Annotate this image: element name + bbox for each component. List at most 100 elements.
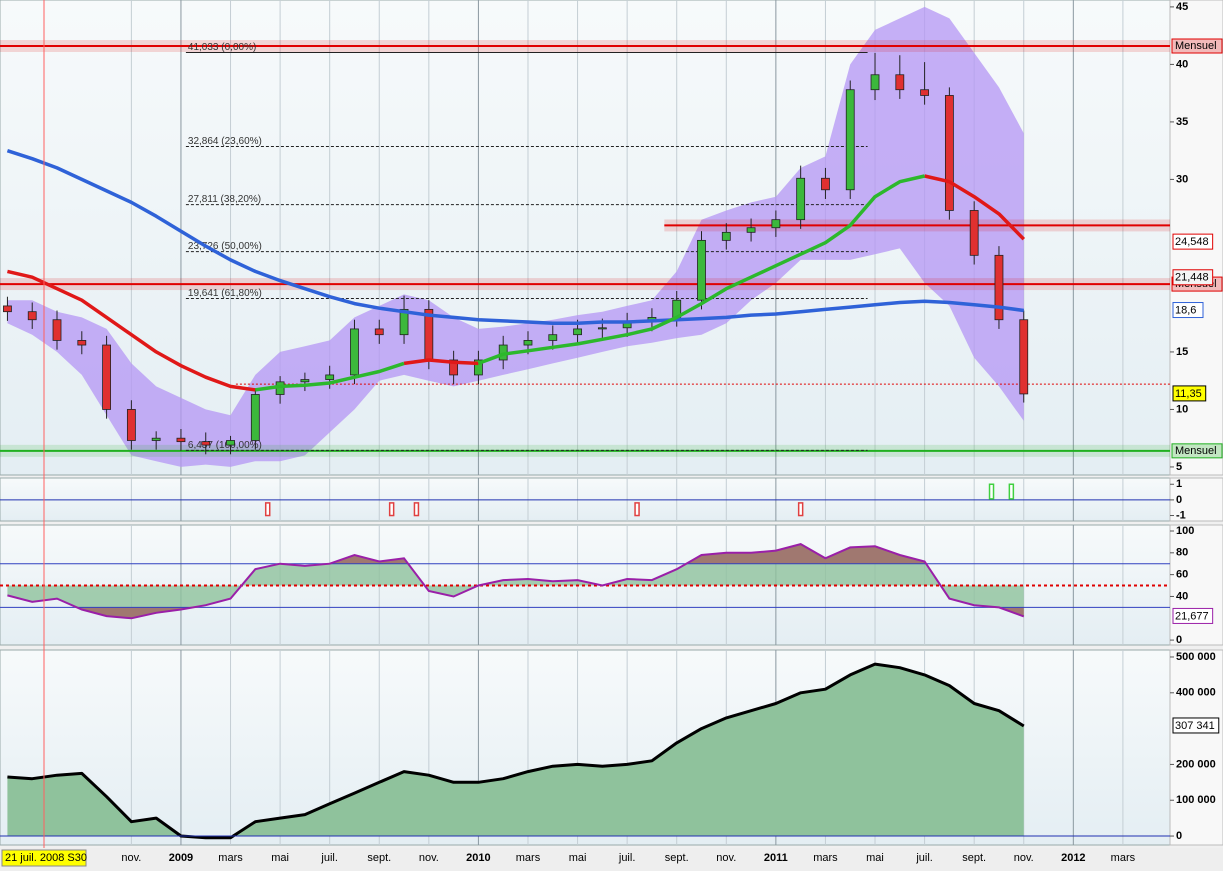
x-tick-label: mars [1111,852,1136,864]
candle-body [994,254,1004,321]
x-tick-label: 2010 [466,852,490,864]
moving-average [7,174,1026,392]
rsi-line [7,543,1025,620]
candle-body [697,239,706,301]
y-tick-label: 35 [1176,116,1188,128]
x-axis-background [0,848,1223,871]
candle-body [399,308,409,336]
cursor-label: 21 juil. 2008 S30 [5,852,87,864]
x-tick-label: mai [271,852,289,864]
x-tick-label: nov. [121,852,141,864]
candle-body [597,327,607,330]
candle-body [821,177,830,191]
x-tick-label: nov. [419,852,439,864]
value-box [1172,269,1214,286]
x-tick-label: mai [866,852,884,864]
level-box [1171,443,1223,459]
candle-body [870,74,880,91]
signal-bar [388,502,395,517]
candle-body [250,394,260,441]
y-tick-label: 80 [1176,547,1188,559]
candle-body [126,409,136,441]
level-box [1171,38,1223,54]
candle-body [920,89,929,96]
candle-body [52,319,62,341]
candle-body [721,231,731,241]
x-tick-label: 2011 [764,852,788,864]
fib-label: 32,864 (23,60%) [188,136,262,147]
x-tick-label: mars [516,852,541,864]
value-box [1172,302,1204,319]
signal-bar [634,502,640,517]
x-tick-label: nov. [1014,852,1034,864]
value-label: 11,35 [1175,388,1202,400]
y-tick-label: 200 000 [1176,758,1216,770]
rsi-extreme-fill [76,607,1024,619]
axis-background [1169,524,1223,646]
x-tick-label: juil. [320,852,338,864]
candle-body [573,328,582,336]
fib-label: 41,033 (0,00%) [188,42,256,53]
y-tick-label: 500 000 [1176,651,1216,663]
candle-body [1019,319,1029,395]
obv-area [7,664,1024,838]
candle-body [895,74,905,91]
value-box [1172,717,1220,734]
candle-body [845,89,855,191]
y-tick-label: 45 [1176,1,1188,13]
value-box [1172,607,1214,624]
value-label: 21,677 [1175,610,1209,622]
candle-body [226,440,235,446]
candle-body [102,344,111,410]
level-label: Mensuel [1175,445,1217,457]
y-tick-label: 40 [1176,590,1188,602]
moving-average [255,174,925,392]
signal-bar [413,502,420,517]
value-label: 21,448 [1175,272,1209,284]
x-tick-label: mars [218,852,243,864]
value-label: 307 341 [1175,720,1215,732]
axis-background [1169,477,1223,522]
y-tick-label: 100 000 [1176,794,1216,806]
y-tick-label: 400 000 [1176,687,1216,699]
candle-body [796,177,806,221]
x-tick-label: juil. [618,852,636,864]
x-tick-label: mai [569,852,587,864]
x-tick-label: 2009 [169,852,193,864]
candle-body [771,219,781,229]
moving-average [6,149,1025,325]
rsi-extreme-fill [279,544,927,564]
x-tick-label: sept. [962,852,986,864]
candle-body [350,328,359,376]
value-label: 24,548 [1175,236,1209,248]
value-box [1172,385,1207,402]
candle-body [300,379,310,383]
y-tick-label: 40 [1176,58,1188,70]
cursor-box [1,849,87,867]
signal-bar [1008,483,1015,500]
axis-background [1169,649,1223,846]
y-tick-label: 5 [1176,461,1182,473]
x-tick-label: sept. [665,852,689,864]
fib-label: 19,641 (61,80%) [188,288,262,299]
y-tick-label: 0 [1176,830,1182,842]
obv-line [7,662,1025,840]
candle-body [77,340,87,346]
x-tick-label: juil. [915,852,933,864]
candle-body [548,334,558,341]
candle-body [201,441,211,446]
signal-bar [988,483,995,500]
fib-label: 27,811 (38,20%) [188,194,261,205]
value-label: 18,6 [1175,304,1196,316]
y-tick-label: 0 [1176,494,1182,506]
y-tick-label: 10 [1176,403,1188,415]
candle-body [151,437,161,441]
candle-body [474,359,483,376]
candle-body [969,210,979,256]
level-label: Mensuel [1175,40,1217,52]
y-tick-label: -1 [1176,509,1186,521]
y-tick-label: 1 [1176,478,1182,490]
candle-body [944,95,954,211]
